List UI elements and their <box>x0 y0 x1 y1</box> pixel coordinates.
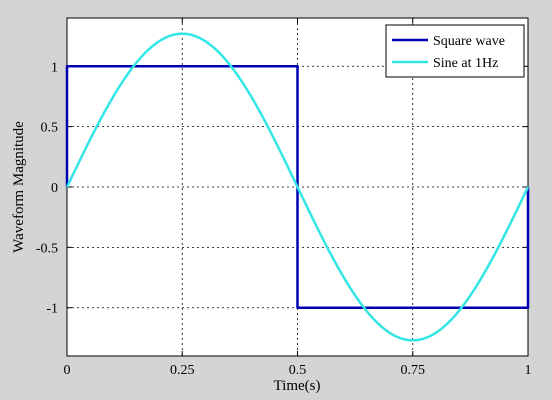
x-tick-label: 0.25 <box>170 363 195 378</box>
y-axis-label: Waveform Magnitude <box>11 121 27 253</box>
x-tick-label: 1 <box>525 363 532 378</box>
legend-box <box>385 24 525 78</box>
y-tick-label: 0 <box>51 181 58 196</box>
y-tick-label: 0.5 <box>41 121 59 136</box>
x-tick-label: 0 <box>64 363 71 378</box>
x-tick-label: 0.5 <box>289 363 307 378</box>
y-tick-label: -0.5 <box>36 241 58 256</box>
legend-label: Sine at 1Hz <box>433 56 498 71</box>
legend-label: Square wave <box>433 34 505 49</box>
axis-ticks: 0 0.25 0.5 0.75 1 -1 -0.5 0 0.5 1 <box>36 18 532 378</box>
legend: Square wave Sine at 1Hz <box>385 24 525 78</box>
series-line-sine-at-1hz <box>65 32 530 342</box>
x-tick-label: 0.75 <box>401 363 426 378</box>
x-axis-label: Time(s) <box>274 378 321 394</box>
y-tick-label: -1 <box>46 302 58 317</box>
series-group <box>65 32 530 342</box>
y-tick-label: 1 <box>51 60 58 75</box>
